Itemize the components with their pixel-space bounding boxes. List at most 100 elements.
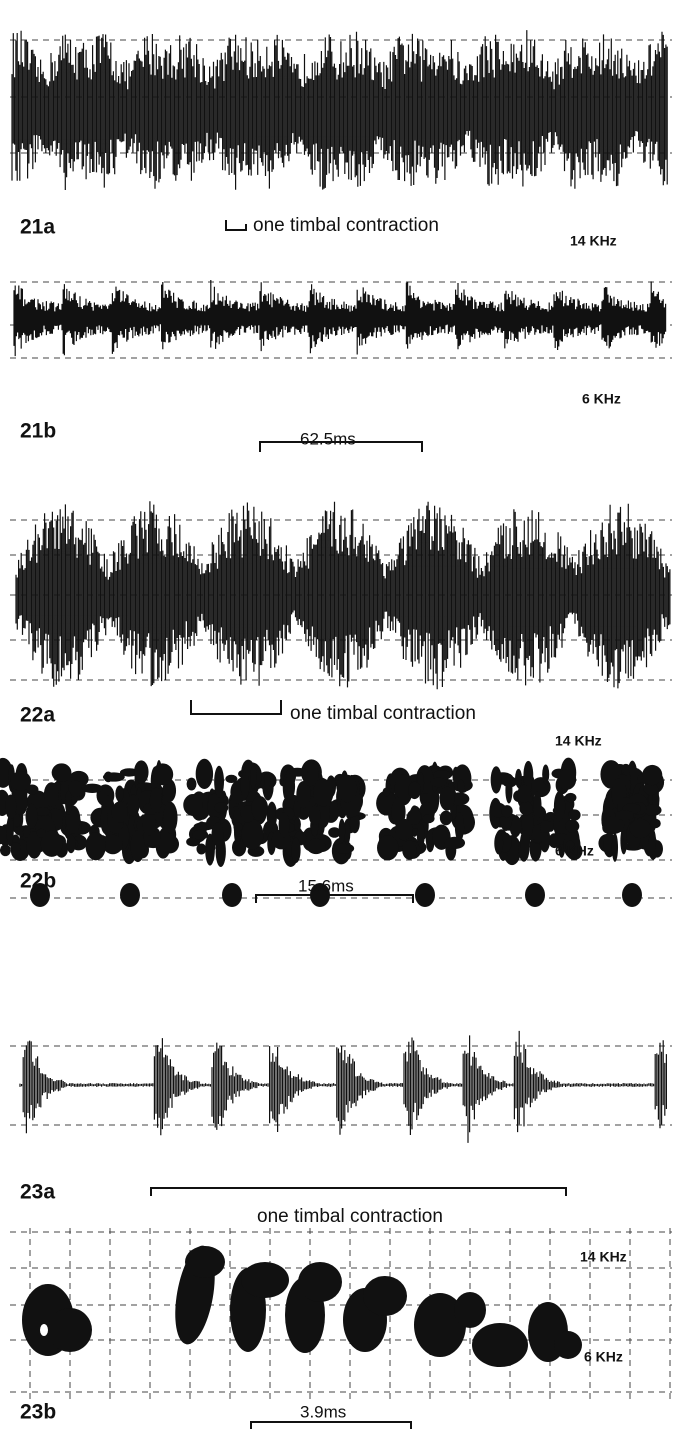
sonagram-blob — [316, 798, 331, 829]
sonagram-blob — [65, 790, 72, 815]
sonagram-blob — [214, 765, 225, 798]
sonagram-blob — [0, 844, 11, 857]
sonagram-blob — [308, 805, 321, 826]
sonagram-blob — [439, 786, 455, 811]
sonagram-blob — [313, 778, 334, 807]
sonagram-blob — [564, 792, 577, 803]
sonagram-blob — [650, 818, 661, 829]
sonagram-blob — [225, 774, 238, 784]
sonagram-blob — [430, 777, 447, 788]
sonagram-blob — [85, 832, 106, 861]
sonagram-blob — [416, 823, 425, 848]
traces — [0, 30, 672, 1400]
sonagram-blob — [10, 771, 32, 791]
sonagram-blob — [422, 814, 435, 824]
sonagram-blob — [415, 883, 435, 907]
sonagram-blob — [302, 762, 319, 787]
sonagram-blob — [644, 804, 662, 816]
freq-low: 6 KHz — [584, 1349, 623, 1365]
sonagram-blob — [472, 1323, 528, 1367]
sonagram-blob — [26, 831, 43, 859]
panel-label: 21b — [20, 420, 56, 443]
annotation: one timbal contraction — [290, 703, 476, 724]
freq-high: 14 KHz — [570, 233, 617, 249]
sonagram-blob — [51, 763, 72, 783]
annotation: one timbal contraction — [253, 215, 439, 236]
sonagram-blob — [515, 768, 522, 788]
sonagram-blob — [233, 822, 243, 832]
sonagram-blob — [241, 1262, 289, 1298]
sonagram-blob — [10, 842, 22, 852]
sonagram-blob — [542, 764, 550, 785]
sonagram-blob — [615, 810, 634, 820]
sonagram-blob — [525, 883, 545, 907]
bracket — [190, 700, 282, 715]
sonagram-blob — [195, 758, 214, 790]
sonagram-blob — [30, 883, 50, 907]
scale-bar — [250, 1421, 412, 1429]
sonagram-blob — [278, 812, 290, 838]
sonagram-blob — [382, 787, 391, 797]
sonagram-blob — [565, 819, 580, 833]
sonagram-blob — [494, 831, 504, 855]
sonagram-blob — [520, 830, 531, 853]
sonagram-blob — [266, 801, 278, 829]
freq-high: 14 KHz — [555, 733, 602, 749]
sonagram-blob — [377, 835, 399, 861]
sonagram-blob — [5, 794, 17, 820]
sonagram-blob — [115, 785, 124, 802]
sonagram-blob — [328, 827, 341, 838]
sonagram-blob — [298, 1262, 342, 1302]
sonagram-blob — [454, 812, 465, 842]
sonagram-blob — [517, 784, 532, 803]
sonagram-blob — [192, 829, 209, 840]
bracket — [150, 1187, 567, 1196]
freq-high: 14 KHz — [580, 1249, 627, 1265]
sonagram-blob — [523, 760, 534, 790]
sonagram-blob — [629, 818, 651, 839]
sonagram-blob — [509, 815, 522, 838]
scale-label: 15.6ms — [298, 876, 354, 895]
sonagram-blob — [127, 794, 140, 817]
sonagram-blob — [142, 814, 156, 836]
sonagram-blob — [68, 780, 84, 797]
sonagram-blob — [408, 781, 421, 800]
sonagram-blob — [501, 805, 513, 818]
sonagram-blob — [35, 807, 50, 817]
sonagram-blob — [338, 818, 346, 843]
sonagram-blob — [294, 817, 301, 832]
sonagram-blob — [66, 834, 76, 854]
freq-low: 6 KHz — [582, 391, 621, 407]
sonagram-blob — [251, 795, 269, 821]
oscillogram — [15, 501, 671, 690]
sonagram-blob — [407, 808, 422, 825]
sonagram-blob — [433, 770, 451, 780]
sonagram-blob — [642, 764, 663, 786]
sonagram-blob — [222, 883, 242, 907]
sonagram-blob — [130, 830, 146, 863]
panel-label: 21a — [20, 216, 55, 239]
sonagram-blob — [25, 803, 38, 829]
sonagram-blob — [557, 769, 577, 790]
sonagram-blob — [568, 809, 581, 821]
scale-label: 3.9ms — [300, 1402, 346, 1421]
sonagram-blob — [554, 1331, 582, 1359]
panel-label: 22a — [20, 704, 55, 727]
sonagram-blob — [402, 840, 417, 860]
sonagram-blob — [454, 1292, 486, 1328]
sonagram-blob — [296, 780, 311, 809]
sonagram-blob — [22, 825, 31, 838]
sonagram-blob — [611, 832, 619, 862]
sonagram-blob — [13, 787, 28, 816]
bracket — [225, 220, 247, 231]
sonagram-blob — [363, 1276, 407, 1316]
sonagram-blob — [149, 787, 162, 813]
sonagram-blob — [337, 774, 358, 803]
sonagram-blob — [376, 790, 397, 816]
sonagram-blob — [553, 790, 566, 822]
sonagram-blob — [13, 813, 21, 827]
sonagram-blob — [211, 822, 224, 847]
sonagram-blob — [457, 779, 465, 793]
sonagram-blob — [602, 816, 625, 835]
